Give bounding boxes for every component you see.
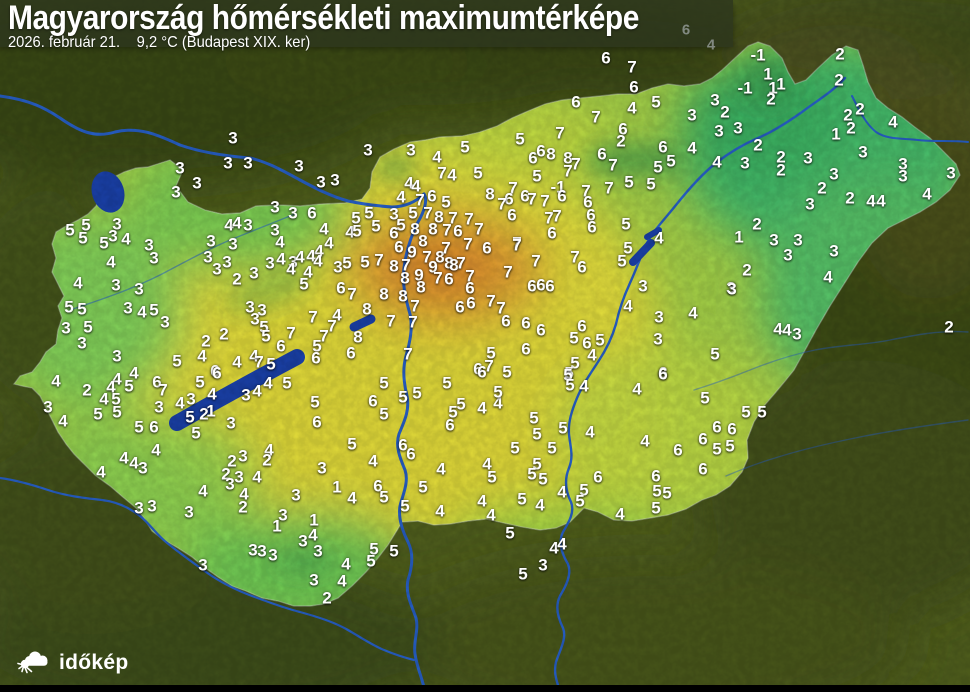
map-subtitle: 2026. február 21. 9,2 °C (Budapest XIX. k… [8,34,675,52]
map-title: Magyarország hőmérsékleti maximumtérképe [8,0,639,37]
idokep-logo-text: időkép [59,651,129,674]
bottom-bar [0,685,970,692]
budapest-reading: 9,2 °C (Budapest XIX. ker) [136,34,311,51]
map-date: 2026. február 21. [8,34,121,51]
idokep-logo: időkép [16,648,128,678]
idokep-cloud-sun-icon [17,651,48,674]
title-bar: Magyarország hőmérsékleti maximumtérképe… [0,0,733,51]
